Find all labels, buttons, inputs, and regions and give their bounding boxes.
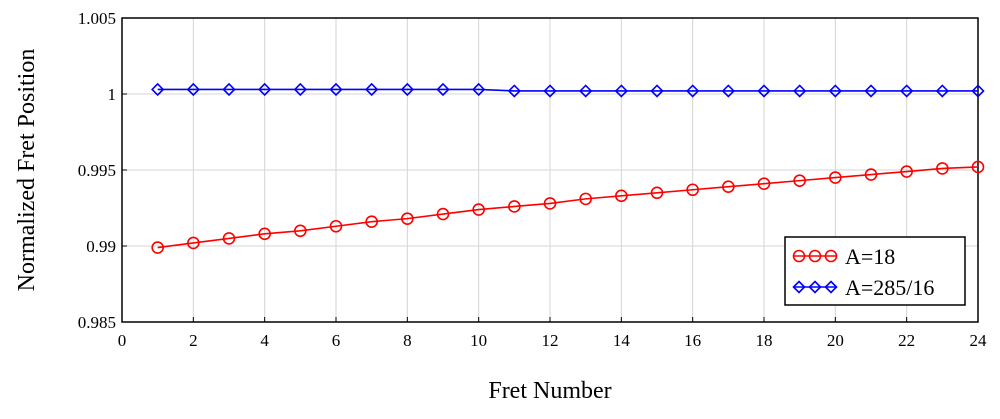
- x-tick-label: 2: [189, 331, 198, 350]
- data-point: [900, 84, 914, 98]
- data-point: [650, 186, 664, 200]
- x-tick-label: 20: [827, 331, 844, 350]
- series-line: [157, 166, 979, 249]
- data-point: [329, 82, 343, 97]
- x-tick-label: 8: [403, 331, 412, 350]
- legend-label: A=18: [845, 244, 895, 269]
- data-point: [507, 84, 521, 98]
- data-point: [222, 232, 236, 245]
- data-point: [757, 177, 771, 190]
- legend: A=18 A=285/16: [784, 236, 966, 306]
- data-point: [686, 84, 700, 98]
- data-point: [222, 82, 236, 97]
- data-point: [614, 84, 628, 98]
- data-point: [757, 84, 771, 98]
- y-tick-label: 1: [108, 85, 117, 104]
- data-point: [472, 203, 485, 216]
- legend-entry: A=285/16: [792, 275, 934, 300]
- data-point: [293, 82, 307, 97]
- legend-label: A=285/16: [845, 275, 934, 300]
- data-point: [864, 84, 878, 98]
- data-point: [793, 84, 807, 98]
- data-point: [900, 165, 913, 178]
- data-point: [722, 180, 735, 194]
- data-point: [365, 215, 378, 228]
- data-point: [400, 82, 414, 97]
- data-point: [615, 189, 628, 203]
- data-point: [436, 207, 450, 221]
- x-tick-label: 18: [756, 331, 773, 350]
- legend-entry: A=18: [792, 244, 895, 269]
- data-point: [472, 82, 486, 97]
- data-point: [508, 200, 521, 213]
- legend-marker: [824, 249, 838, 263]
- x-tick-label: 16: [684, 331, 701, 350]
- legend-marker: [824, 280, 838, 294]
- legend-marker: [792, 249, 806, 263]
- data-point: [543, 197, 557, 210]
- series-layer: [151, 82, 985, 254]
- data-point: [151, 241, 164, 254]
- data-point: [579, 84, 593, 98]
- x-axis-ticks: 0 2 4 6 8 10 12 14 16 18 20 22 24: [118, 317, 987, 350]
- data-point: [543, 84, 557, 98]
- data-point: [187, 236, 200, 250]
- data-point: [329, 219, 343, 233]
- x-axis-title: Fret Number: [488, 378, 611, 404]
- data-point: [186, 82, 200, 97]
- x-tick-label: 24: [970, 331, 988, 350]
- data-point: [864, 168, 878, 181]
- series-line: [157, 88, 978, 92]
- legend-box: [784, 236, 966, 306]
- data-point: [935, 84, 949, 98]
- series-1: [151, 160, 985, 254]
- legend-marker: [808, 280, 822, 294]
- x-tick-label: 12: [542, 331, 559, 350]
- data-point: [686, 183, 699, 197]
- y-tick-label: 0.995: [78, 161, 116, 180]
- y-tick-label: 0.985: [78, 313, 116, 332]
- data-point: [436, 82, 450, 97]
- x-tick-label: 4: [260, 331, 269, 350]
- data-point: [151, 82, 165, 97]
- legend-marker: [792, 280, 806, 294]
- data-point: [828, 84, 842, 98]
- x-tick-label: 6: [332, 331, 341, 350]
- y-axis-ticks: 0.985 0.99 0.995 1 1.005: [78, 9, 127, 332]
- y-tick-label: 1.005: [78, 9, 116, 28]
- y-tick-label: 0.99: [86, 237, 116, 256]
- data-point: [936, 162, 949, 175]
- data-point: [579, 192, 592, 206]
- data-point: [971, 84, 985, 98]
- data-point: [258, 82, 272, 97]
- legend-marker: [808, 249, 822, 263]
- x-tick-label: 10: [470, 331, 487, 350]
- x-tick-label: 0: [118, 331, 127, 350]
- data-point: [971, 160, 985, 174]
- x-tick-label: 22: [898, 331, 915, 350]
- data-point: [258, 227, 271, 241]
- data-point: [365, 82, 379, 97]
- x-tick-label: 14: [613, 331, 631, 350]
- series-2: [151, 82, 985, 98]
- data-point: [650, 84, 664, 98]
- y-axis-title: Normalized Fret Position: [14, 49, 40, 292]
- data-point: [829, 171, 842, 184]
- data-point: [721, 84, 735, 98]
- data-point: [793, 174, 806, 187]
- data-point: [401, 212, 414, 225]
- data-point: [294, 224, 307, 238]
